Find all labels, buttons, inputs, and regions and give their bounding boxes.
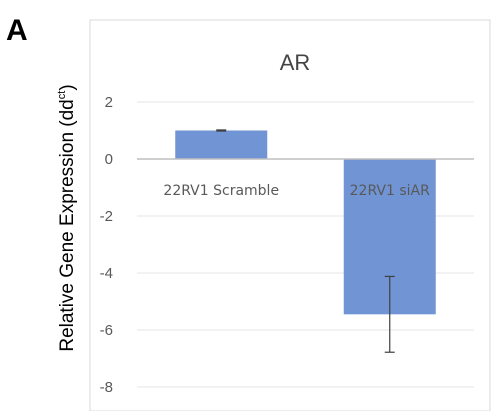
y-tick-label-5: -8 [100,379,113,396]
y-tick-label-1: 0 [105,151,113,168]
y-tick-labels: 2 0 -2 -4 -6 -8 [100,94,113,396]
bar-0 [175,130,268,159]
y-axis-label-close: ) [57,84,78,90]
y-tick-label-4: -6 [100,322,113,339]
chart-title: AR [280,50,311,75]
error-bar-0 [216,129,227,132]
y-axis-label: Relative Gene Expression (ddct) [56,84,78,351]
y-tick-label-2: -2 [100,208,113,225]
category-labels: 22RV1 Scramble 22RV1 siAR [163,183,430,199]
error-bars [216,129,395,353]
y-tick-label-3: -4 [100,265,113,282]
y-axis-label-superscript: ct [56,91,68,100]
category-label-0: 22RV1 Scramble [163,183,279,199]
panel-label: A [6,14,28,47]
error-bar-1 [384,275,395,353]
y-axis-label-main: Relative Gene Expression (dd [57,99,78,351]
category-label-1: 22RV1 siAR [350,183,430,199]
y-tick-label-0: 2 [105,94,113,111]
